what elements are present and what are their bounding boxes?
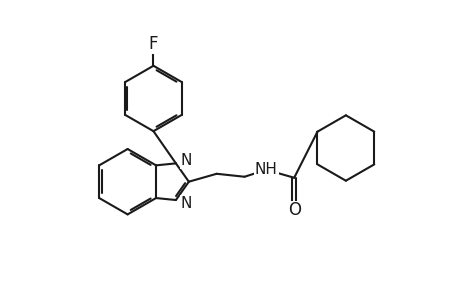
Text: N: N	[180, 196, 192, 211]
Text: F: F	[148, 35, 158, 53]
Text: O: O	[287, 201, 300, 219]
Text: NH: NH	[254, 162, 277, 177]
Text: N: N	[180, 153, 192, 168]
